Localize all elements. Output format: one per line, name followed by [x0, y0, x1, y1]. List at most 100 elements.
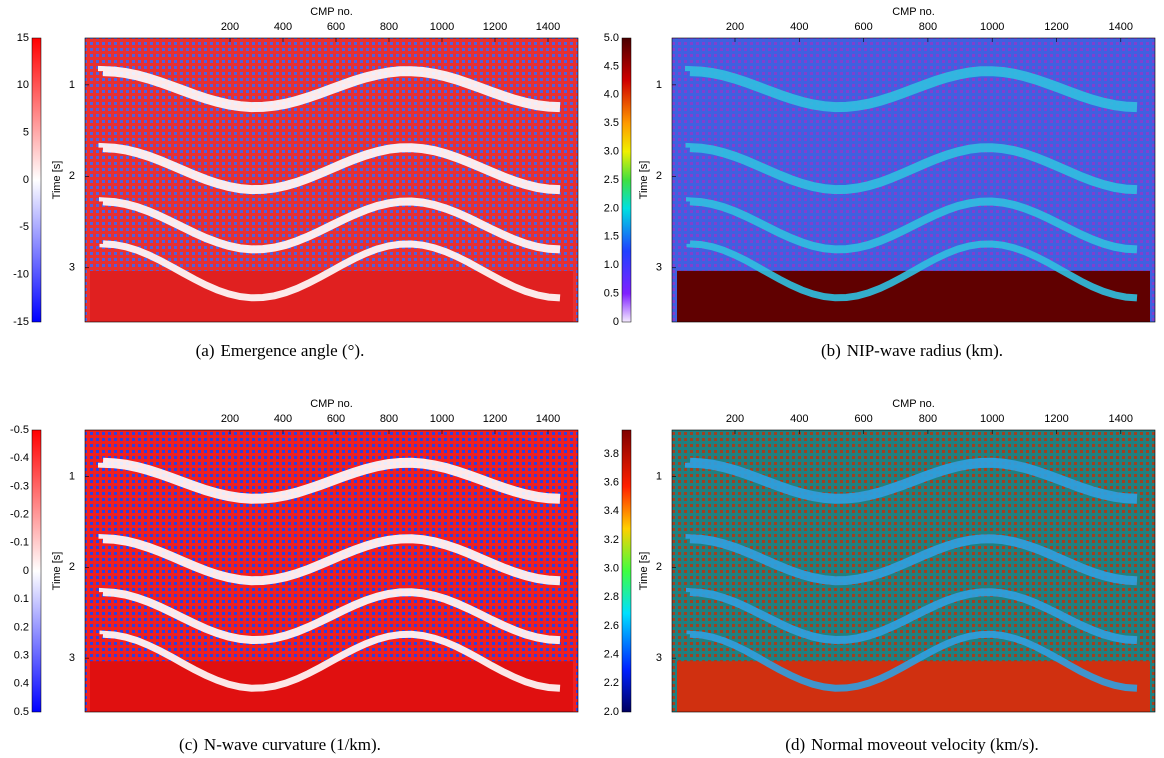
colorbar-tick-label: -0.2: [10, 509, 29, 521]
colorbar-tick-label: -0.3: [10, 480, 29, 492]
colorbar-tick-label: 2.8: [604, 591, 619, 603]
y-axis-label: Time [s]: [638, 161, 650, 200]
panel: 5.0 4.5 4.0 3.5 3.0 2.5 2.0 1.5 1.0 0.5 0 CMP no. 20…: [604, 6, 1156, 360]
x-tick-label: 400: [790, 413, 808, 425]
reflector-band: [98, 65, 561, 113]
colorbar-tick-label: 2.0: [604, 706, 619, 718]
caption-text: N-wave curvature (1/km).: [204, 735, 381, 754]
x-tick-label: 800: [919, 413, 937, 425]
x-axis-label: CMP no.: [892, 398, 935, 410]
colorbar-tick-label: 10: [17, 79, 29, 91]
x-tick-label: 400: [274, 21, 292, 33]
x-axis-label: CMP no.: [310, 6, 353, 18]
panel: 3.8 3.6 3.4 3.2 3.0 2.8 2.6 2.4 2.2 2.0 CMP no. 200…: [604, 398, 1156, 754]
x-tick-label: 1400: [1109, 21, 1133, 33]
colorbar: [31, 37, 42, 323]
colorbar-tick-label: 1.5: [604, 231, 619, 243]
y-tick-label: 2: [656, 170, 662, 182]
colorbar-tick-label: 3.4: [604, 505, 619, 517]
y-tick-label: 3: [656, 262, 662, 274]
colorbar: [621, 37, 632, 323]
y-tick-label: 3: [656, 652, 662, 664]
reflector-band: [685, 65, 1138, 113]
colorbar-tick-label: 0.5: [14, 706, 29, 718]
reflector-band: [685, 142, 1138, 195]
colorbar-tick-label: 0.1: [14, 593, 29, 605]
colorbar-tick-label: 0.5: [604, 288, 619, 300]
x-tick-label: 1200: [483, 21, 507, 33]
colorbar-tick-label: 2.0: [604, 202, 619, 214]
colorbar-tick-label: -5: [19, 221, 29, 233]
reflector-band: [686, 197, 1138, 254]
y-tick-label: 3: [69, 652, 75, 664]
colorbar-tick-label: 3.0: [604, 563, 619, 575]
reflector-band: [685, 533, 1138, 586]
y-tick-label: 2: [69, 170, 75, 182]
image-frame: [671, 37, 1156, 323]
x-tick-label: 1200: [1044, 21, 1068, 33]
caption: (d) Normal moveout velocity (km/s).: [785, 735, 1038, 754]
caption-label: (d): [785, 735, 805, 754]
caption-label: (c): [179, 735, 198, 754]
y-axis-label: Time [s]: [638, 552, 650, 591]
colorbar-tick-label: 1.0: [604, 259, 619, 271]
y-axis-label: Time [s]: [51, 161, 63, 200]
colorbar-tick-label: 3.0: [604, 146, 619, 158]
reflector-band: [98, 533, 561, 586]
caption-label: (b): [821, 341, 841, 360]
caption-label: (a): [196, 341, 215, 360]
colorbar-tick-label: 3.8: [604, 448, 619, 460]
x-tick-label: 200: [221, 21, 239, 33]
y-axis-label: Time [s]: [51, 552, 63, 591]
x-tick-label: 600: [854, 21, 872, 33]
x-tick-label: 1000: [980, 413, 1004, 425]
colorbar-tick-label: 2.6: [604, 620, 619, 632]
reflector-band: [99, 587, 561, 645]
y-tick-label: 1: [69, 470, 75, 482]
colorbar-tick-label: 3.2: [604, 534, 619, 546]
x-tick-label: 800: [919, 21, 937, 33]
x-tick-label: 600: [854, 413, 872, 425]
reflector-band: [99, 240, 561, 302]
y-tick-label: 1: [656, 470, 662, 482]
x-tick-label: 600: [327, 413, 345, 425]
y-tick-label: 2: [69, 561, 75, 573]
reflector-band: [99, 197, 561, 254]
colorbar-tick-label: 4.5: [604, 60, 619, 72]
panel: -0.5 -0.4 -0.3 -0.2 -0.1 0 0.1 0.2 0.3 0.4 0.5 CMP …: [10, 398, 579, 754]
caption: (a) Emergence angle (°).: [196, 341, 365, 360]
x-tick-label: 800: [380, 21, 398, 33]
colorbar: [621, 429, 632, 713]
caption-text: Emergence angle (°).: [221, 341, 365, 360]
colorbar-tick-label: 0.3: [14, 650, 29, 662]
x-axis-label: CMP no.: [892, 6, 935, 18]
x-tick-label: 200: [726, 413, 744, 425]
x-tick-label: 200: [726, 21, 744, 33]
colorbar-tick-label: 5.0: [604, 32, 619, 44]
image-frame: [84, 37, 579, 323]
colorbar-tick-label: -0.4: [10, 452, 29, 464]
colorbar-tick-label: 2.2: [604, 677, 619, 689]
colorbar-tick-label: 0: [23, 565, 29, 577]
reflector-band: [98, 457, 561, 504]
panel: 15 10 5 0 -5 -10 -15 CMP no. 200 400 600 800 1000 120…: [13, 6, 579, 360]
x-tick-label: 1400: [536, 413, 560, 425]
reflector-band: [685, 457, 1138, 504]
image-frame: [84, 429, 579, 713]
y-tick-label: 3: [69, 262, 75, 274]
colorbar-tick-label: 3.5: [604, 117, 619, 129]
reflector-band: [686, 240, 1138, 302]
y-tick-label: 2: [656, 561, 662, 573]
caption: (c) N-wave curvature (1/km).: [179, 735, 381, 754]
x-tick-label: 1400: [536, 21, 560, 33]
colorbar-tick-label: -15: [13, 316, 29, 328]
y-tick-label: 1: [656, 79, 662, 91]
reflector-band: [686, 587, 1138, 645]
colorbar-tick-label: 4.0: [604, 89, 619, 101]
x-tick-label: 400: [790, 21, 808, 33]
colorbar: [31, 429, 42, 713]
colorbar-tick-label: 0: [23, 174, 29, 186]
x-axis-label: CMP no.: [310, 398, 353, 410]
caption-text: Normal moveout velocity (km/s).: [811, 735, 1039, 754]
